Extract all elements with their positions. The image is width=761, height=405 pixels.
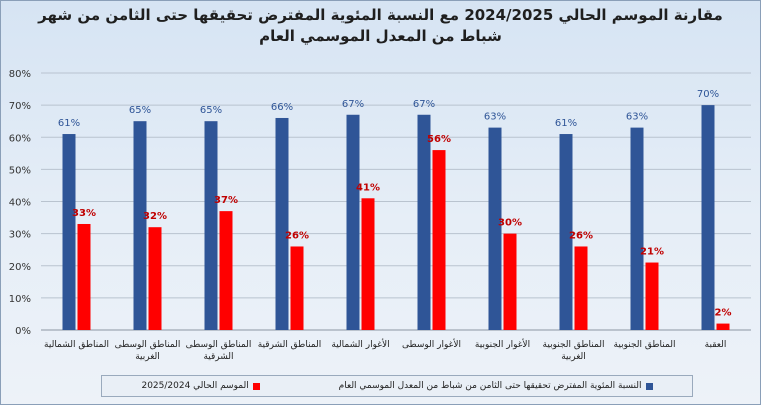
bar-expected (559, 134, 573, 330)
x-category-label: الغربية (135, 352, 160, 362)
bar-current (77, 223, 91, 330)
x-category-label: الشرقية (203, 352, 233, 362)
bar-expected (488, 127, 502, 330)
chart-legend: الموسم الحالي 2025/2024 النسبة المئوية ا… (101, 375, 693, 397)
bar-expected (62, 134, 76, 330)
bar-current (219, 211, 233, 330)
bar-current (716, 323, 730, 330)
data-label-expected: 65% (129, 105, 151, 116)
data-label-current: 41% (356, 182, 380, 193)
legend-swatch-blue (645, 382, 653, 390)
data-label-current: 33% (72, 208, 96, 219)
data-label-expected: 70% (697, 89, 719, 100)
data-label-expected: 61% (58, 118, 80, 129)
data-label-expected: 63% (484, 112, 506, 123)
data-label-current: 21% (640, 247, 664, 258)
data-label-expected: 67% (413, 99, 435, 110)
y-tick-label: 40% (9, 198, 31, 209)
bar-current (432, 150, 446, 330)
data-label-expected: 67% (342, 99, 364, 110)
x-category-label: المناطق الشرقية (258, 340, 322, 350)
bar-expected (204, 121, 218, 330)
x-category-label: المناطق الشمالية (44, 340, 109, 350)
data-label-current: 26% (285, 230, 309, 241)
data-label-expected: 61% (555, 118, 577, 129)
x-category-label: المناطق الجنوبية (543, 340, 605, 350)
y-tick-label: 30% (9, 230, 31, 241)
x-category-label: الأغوار الجنوبية (475, 338, 530, 350)
y-tick-label: 80% (9, 69, 31, 80)
x-category-label: العقبة (705, 340, 727, 350)
bar-current (361, 198, 375, 330)
legend-item-expected-percentage: النسبة المئوية المفترض تحقيقها حتى الثام… (339, 381, 653, 391)
bar-current (645, 262, 659, 330)
x-category-label: المناطق الوسطى (186, 340, 252, 350)
y-tick-label: 10% (9, 294, 31, 305)
bar-expected (417, 114, 431, 330)
y-tick-label: 20% (9, 262, 31, 273)
y-tick-label: 0% (15, 326, 31, 337)
bar-current (503, 233, 517, 330)
bar-expected (346, 114, 360, 330)
data-label-current: 30% (498, 218, 522, 229)
bar-expected (275, 117, 289, 330)
data-label-current: 32% (143, 211, 167, 222)
data-label-current: 56% (427, 134, 451, 145)
y-tick-label: 60% (9, 133, 31, 144)
x-category-label: الأغوار الوسطى (402, 338, 461, 350)
data-label-expected: 63% (626, 112, 648, 123)
chart-title-line-1: مقارنة الموسم الحالي 2024/2025 مع النسبة… (38, 6, 723, 24)
x-category-label: المناطق الوسطى (115, 340, 181, 350)
x-category-label: المناطق الجنوبية (614, 340, 676, 350)
chart-title: مقارنة الموسم الحالي 2024/2025 مع النسبة… (1, 5, 760, 47)
data-label-current: 2% (715, 308, 732, 319)
y-tick-label: 70% (9, 101, 31, 112)
legend-swatch-red (252, 382, 260, 390)
data-label-current: 37% (214, 195, 238, 206)
bar-expected (701, 105, 715, 330)
bar-current (290, 246, 304, 330)
bar-current (148, 227, 162, 330)
x-category-label: الأغوار الشمالية (331, 338, 389, 350)
data-label-expected: 66% (271, 102, 293, 113)
bar-expected (133, 121, 147, 330)
legend-label-expected-percentage: النسبة المئوية المفترض تحقيقها حتى الثام… (338, 381, 642, 391)
bar-expected (630, 127, 644, 330)
legend-item-current-season: الموسم الحالي 2025/2024 (141, 381, 260, 391)
bar-current (574, 246, 588, 330)
legend-label-current-season: الموسم الحالي 2025/2024 (141, 381, 249, 391)
x-category-label: الغربية (561, 352, 586, 362)
data-label-current: 26% (569, 230, 593, 241)
y-tick-label: 50% (9, 165, 31, 176)
data-label-expected: 65% (200, 105, 222, 116)
chart-title-line-2: شباط من المعدل الموسمي العام (259, 27, 502, 45)
